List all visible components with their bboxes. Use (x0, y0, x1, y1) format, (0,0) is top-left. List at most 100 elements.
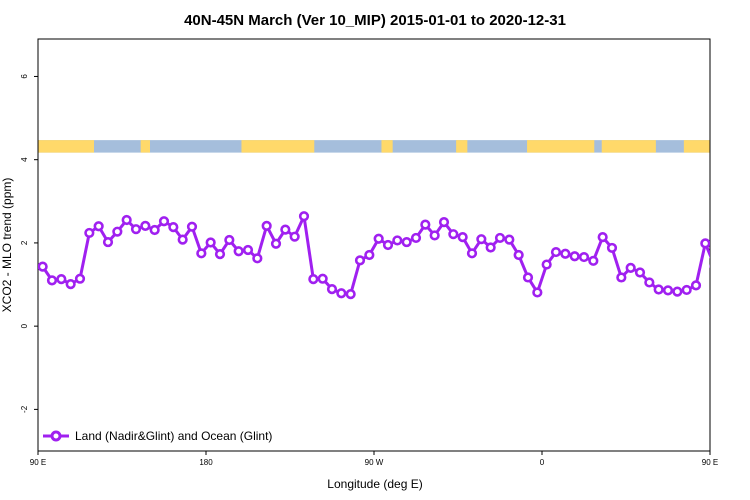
data-point (326, 284, 338, 295)
data-point (420, 219, 431, 230)
data-point (130, 224, 142, 235)
x-tick-label: 90 E (702, 458, 718, 467)
data-point (466, 248, 478, 259)
data-point (672, 286, 683, 297)
data-point (700, 238, 710, 249)
land-segment (241, 140, 315, 153)
data-point (168, 222, 179, 233)
land-segment (456, 140, 468, 153)
legend: Land (Nadir&Glint) and Ocean (Glint) (43, 429, 272, 443)
data-point (532, 287, 543, 298)
data-point (65, 279, 76, 290)
data-point (252, 253, 263, 264)
data-point (550, 246, 562, 258)
data-point (46, 275, 58, 286)
data-point (149, 224, 160, 236)
data-point (112, 226, 123, 237)
data-point (121, 214, 132, 226)
y-axis-label: XCO2 - MLO trend (ppm) (0, 178, 14, 313)
data-point (270, 238, 282, 249)
legend-label: Land (Nadir&Glint) and Ocean (Glint) (75, 429, 272, 443)
series-line (38, 211, 747, 300)
data-point (205, 237, 216, 248)
data-point (457, 231, 468, 243)
data-point (93, 221, 104, 232)
data-point (513, 249, 524, 261)
data-point (84, 227, 95, 239)
data-point (662, 285, 674, 296)
x-tick-label: 90 E (30, 458, 46, 467)
data-point (74, 273, 86, 284)
x-axis: 90 E 180 90 W 0 90 E (30, 451, 718, 467)
x-tick-label: 180 (199, 458, 213, 467)
data-point (410, 232, 422, 244)
y-tick-label: 2 (20, 240, 29, 245)
data-point (280, 224, 291, 235)
data-point (644, 277, 655, 288)
data-point (438, 217, 450, 228)
data-point (560, 248, 571, 259)
data-point (233, 246, 244, 257)
data-point (606, 242, 618, 254)
data-point (625, 262, 636, 273)
data-point (616, 272, 627, 283)
data-point (597, 231, 608, 243)
land-segment (601, 140, 656, 153)
data-point (140, 220, 151, 231)
data-point (739, 280, 747, 288)
x-axis-label: Longitude (deg E) (327, 477, 422, 491)
data-point (308, 274, 319, 285)
chart-title: 40N-45N March (Ver 10_MIP) 2015-01-01 to… (184, 12, 566, 29)
data-point (289, 231, 300, 242)
data-point (569, 251, 580, 262)
data-point (298, 211, 310, 222)
y-tick-label: 0 (20, 323, 29, 328)
data-point (158, 216, 170, 227)
data-point (720, 277, 728, 285)
y-axis: -2 0 2 4 6 (20, 74, 38, 413)
x-tick-label: 90 W (365, 458, 384, 467)
data-point (401, 236, 412, 248)
data-point (588, 255, 599, 266)
data-point (186, 221, 198, 232)
data-point (214, 249, 226, 260)
data-point (709, 264, 710, 269)
data-point (38, 261, 48, 272)
data-point (448, 229, 459, 240)
y-tick-label: 4 (20, 157, 29, 162)
data-point (522, 272, 534, 283)
data-point (102, 236, 114, 248)
data-point (429, 230, 440, 241)
data-point (56, 274, 67, 285)
data-point (336, 288, 347, 299)
data-point (485, 242, 496, 253)
data-point (354, 255, 366, 266)
legend-marker (50, 430, 62, 442)
data-point (504, 234, 515, 245)
data-point (653, 284, 664, 295)
data-point (373, 233, 384, 244)
y-tick-label: -2 (20, 405, 29, 413)
x-tick-label: 0 (540, 458, 545, 467)
data-point (261, 220, 272, 231)
data-point (364, 249, 375, 261)
surface-strip (38, 140, 710, 153)
data-point (196, 248, 207, 259)
y-tick-label: 6 (20, 74, 29, 79)
land-segment (527, 140, 595, 153)
land-segment (381, 140, 393, 153)
data-point (382, 239, 394, 251)
data-point (730, 275, 738, 283)
land-segment (140, 140, 150, 153)
land-segment (683, 140, 710, 153)
land-segment (38, 140, 94, 153)
data-point (681, 284, 692, 296)
data-point (634, 267, 646, 278)
data-point (177, 234, 188, 245)
data-point (317, 273, 328, 284)
data-point (392, 235, 403, 246)
data-point (690, 280, 702, 291)
data-point (345, 289, 356, 300)
data-point (578, 251, 590, 263)
